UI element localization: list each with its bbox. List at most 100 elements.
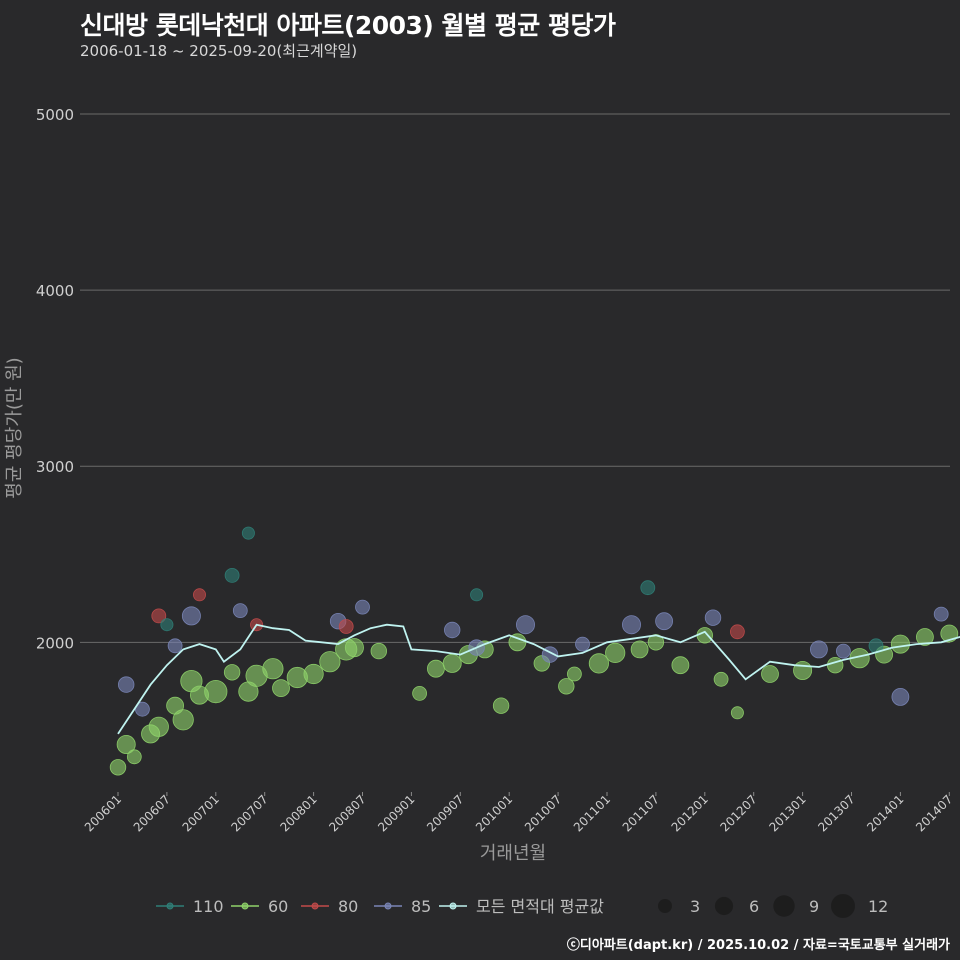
grid-lines: [80, 113, 950, 643]
avg-line-segment: [117, 623, 960, 735]
legend-size-dot: [658, 899, 672, 913]
point-60: [713, 671, 729, 687]
point-80: [151, 608, 167, 624]
point-85: [117, 676, 135, 693]
chart-subtitle: 2006-01-18 ~ 2025-09-20(최근계약일): [80, 42, 358, 60]
legend-dot-80: [311, 902, 319, 910]
point-60: [492, 697, 510, 714]
legend-size-dot: [714, 896, 734, 916]
y-tick-label: 3000: [36, 458, 74, 476]
x-tick-label: 200701: [180, 792, 222, 834]
point-60: [940, 624, 959, 643]
point-60: [761, 665, 779, 683]
y-tick-label: 2000: [36, 634, 74, 652]
x-tick-label: 201401: [864, 792, 906, 834]
point-60: [223, 664, 241, 681]
point-60: [827, 657, 844, 674]
x-tick-label: 200801: [277, 792, 319, 834]
x-tick-label: 200601: [82, 792, 124, 834]
point-110: [160, 618, 174, 632]
x-tick-label: 200901: [375, 792, 417, 834]
x-tick-label: 201201: [669, 792, 711, 834]
point-60: [319, 651, 341, 673]
point-60: [671, 656, 690, 675]
point-85: [891, 688, 910, 706]
point-60: [412, 686, 428, 701]
point-80: [338, 619, 354, 634]
point-60: [109, 759, 127, 776]
x-tick-label: 201001: [473, 792, 515, 834]
point-60: [148, 716, 169, 737]
legend-dot-60: [241, 902, 249, 910]
point-85: [134, 701, 150, 717]
legend-label-avg: 모든 면적대 평균값: [476, 897, 604, 916]
x-tick-label: 201107: [620, 792, 662, 834]
legend-label-85: 85: [411, 897, 431, 916]
legend-dot-110: [166, 902, 174, 910]
point-60: [172, 709, 194, 731]
point-60: [508, 633, 527, 652]
x-tick-label: 200707: [229, 792, 271, 834]
legend-size-dot: [831, 894, 855, 918]
point-110: [640, 580, 656, 596]
x-tick-labels: 200601 200607 200701 200707 200801 200807 2009…: [82, 792, 955, 835]
legend-size-label: 3: [690, 897, 700, 916]
point-60: [916, 628, 934, 646]
point-85: [516, 615, 536, 635]
y-tick-label: 4000: [36, 282, 74, 300]
point-110: [241, 526, 255, 540]
legend-label-80: 80: [338, 897, 358, 916]
legend-dot-85: [384, 902, 392, 910]
source-caption: ⓒ디아파트(dapt.kr) / 2025.10.02 / 자료=국토교통부 실…: [566, 938, 950, 953]
point-85: [181, 606, 201, 626]
chart-title: 신대방 롯데낙천대 아파트(2003) 월별 평균 평당가: [80, 11, 616, 40]
x-tick-label: 200807: [326, 792, 368, 834]
legend-size-dot: [773, 895, 795, 917]
point-85: [444, 621, 461, 639]
x-tick-label: 201307: [815, 792, 857, 834]
point-60: [116, 735, 136, 755]
point-60: [630, 640, 649, 659]
point-85: [167, 638, 183, 654]
point-60: [262, 658, 284, 680]
point-60: [696, 627, 714, 644]
x-tick-label: 200907: [424, 792, 466, 834]
x-tick-label: 201407: [913, 792, 955, 834]
point-60: [558, 678, 575, 695]
x-tick-label: 201207: [718, 792, 760, 834]
y-tick-labels: 2000 3000 4000 5000: [36, 106, 74, 652]
point-80: [730, 624, 745, 640]
point-60: [344, 638, 364, 658]
point-60: [303, 663, 324, 685]
legend-label-110: 110: [193, 897, 224, 916]
average-line: [117, 623, 960, 735]
x-tick-label: 201301: [766, 792, 808, 834]
point-60: [426, 659, 445, 678]
point-60: [588, 653, 610, 674]
y-tick-label: 5000: [36, 106, 74, 124]
y-axis-title: 평균 평당가(만 원): [4, 357, 25, 498]
point-85: [622, 615, 642, 635]
point-80: [192, 588, 206, 602]
point-60: [370, 642, 388, 660]
legend-dot-avg: [449, 902, 457, 910]
point-60: [730, 706, 744, 720]
x-tick-label: 200607: [131, 792, 173, 834]
point-85: [355, 599, 370, 615]
point-85: [232, 603, 248, 618]
legend-size-label: 6: [749, 897, 759, 916]
point-60: [793, 661, 813, 681]
point-60: [126, 749, 142, 765]
legend: 110 60 80 85 모든 면적대 평균값 3 6 9 12: [156, 894, 888, 918]
point-85: [655, 612, 673, 631]
point-85: [810, 640, 828, 659]
point-60: [567, 666, 582, 682]
point-60: [890, 634, 910, 654]
point-60: [272, 679, 290, 697]
x-tick-label: 201007: [522, 792, 564, 834]
x-tick-label: 201101: [571, 792, 613, 834]
point-110: [224, 568, 240, 583]
data-points: [109, 526, 959, 776]
point-85: [933, 606, 949, 622]
